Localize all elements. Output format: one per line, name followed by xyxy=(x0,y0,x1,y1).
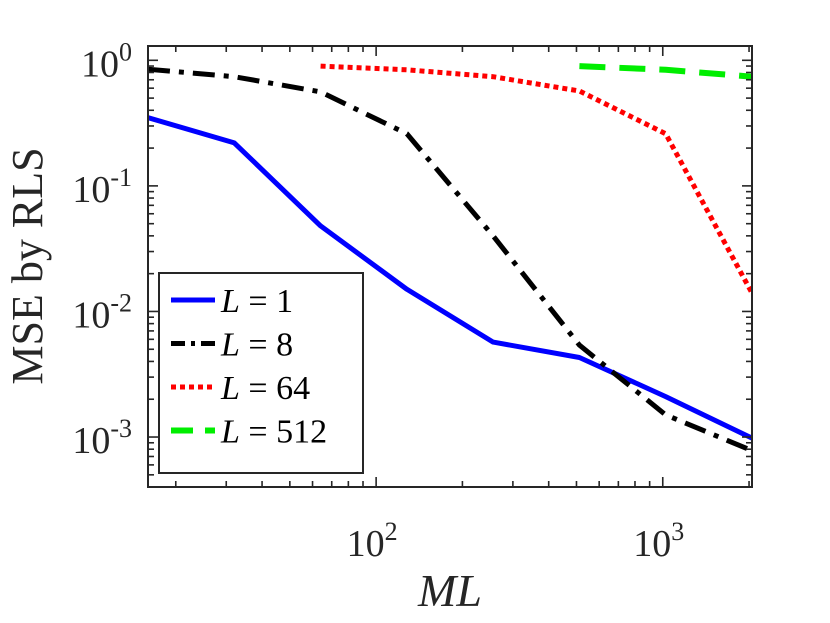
legend-label-4: L = 512 xyxy=(220,414,327,451)
y-tick-label: 100 xyxy=(81,37,132,85)
legend-box xyxy=(158,272,364,474)
x-axis-title: ML xyxy=(417,565,482,616)
y-tick-label: 10-1 xyxy=(72,163,132,211)
x-tick-label: 103 xyxy=(633,517,684,565)
series-line-2 xyxy=(148,66,752,453)
y-axis-title: MSE by RLS xyxy=(3,147,52,384)
tick-label-layer: 102 103 100 10-1 10-2 10-3 xyxy=(72,37,684,565)
y-tick-label: 10-2 xyxy=(72,288,132,336)
x-tick-label: 102 xyxy=(347,517,398,565)
series-line-3 xyxy=(320,63,752,295)
legend-label-1: L = 1 xyxy=(220,283,293,320)
axes-box xyxy=(147,45,753,488)
series-layer xyxy=(148,63,752,453)
legend-label-2: L = 8 xyxy=(220,327,293,364)
tick-layer xyxy=(148,46,752,488)
series-line-4 xyxy=(579,63,752,80)
legend: L = 1 L = 8 L = 64 L = 512 xyxy=(158,272,364,474)
y-tick-label: 10-3 xyxy=(72,414,132,462)
series-line-1 xyxy=(148,115,752,441)
legend-label-3: L = 64 xyxy=(220,370,310,407)
